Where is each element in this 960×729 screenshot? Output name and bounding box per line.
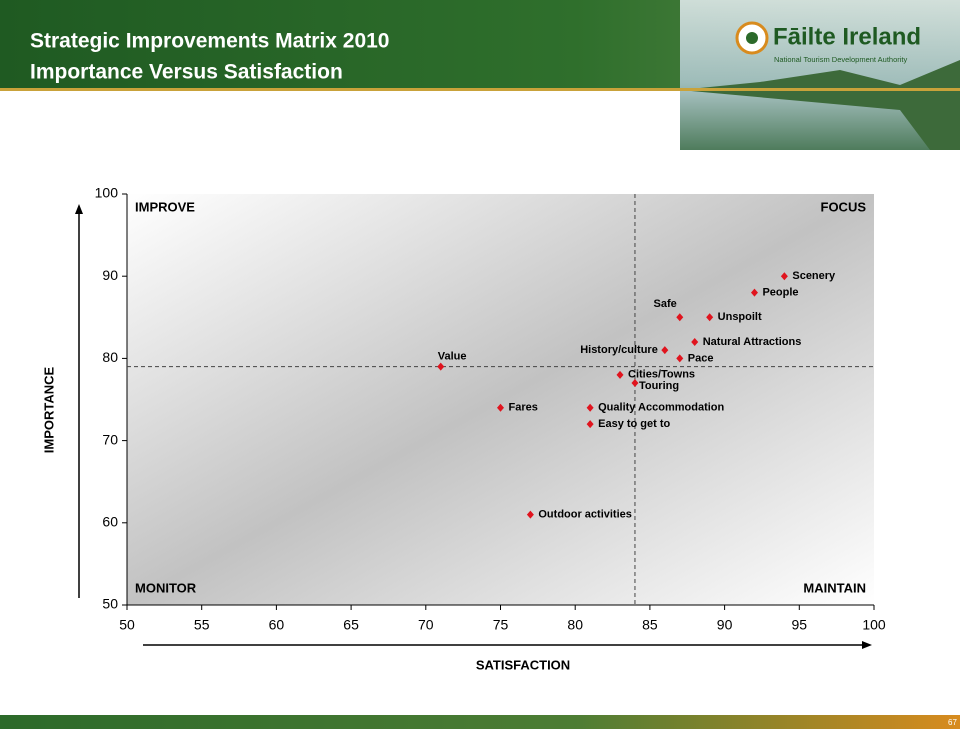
plot-background — [127, 194, 874, 605]
x-tick-label: 50 — [119, 617, 135, 633]
point-label: Outdoor activities — [538, 508, 632, 520]
y-axis-title: IMPORTANCE — [41, 366, 56, 453]
footer-band — [0, 715, 960, 729]
y-tick-label: 60 — [102, 514, 118, 530]
point-label: Pace — [688, 352, 714, 364]
quadrant-label: MONITOR — [135, 580, 197, 595]
x-tick-label: 95 — [792, 617, 808, 633]
x-tick-label: 55 — [194, 617, 210, 633]
point-label: Fares — [509, 402, 538, 414]
x-tick-label: 100 — [862, 617, 886, 633]
x-tick-label: 85 — [642, 617, 658, 633]
slide: Strategic Improvements Matrix 2010 Impor… — [0, 0, 960, 729]
y-tick-label: 80 — [102, 349, 118, 365]
x-tick-label: 70 — [418, 617, 434, 633]
quadrant-label: FOCUS — [821, 199, 867, 214]
x-arrow-head — [862, 641, 872, 649]
point-label: Natural Attractions — [703, 336, 802, 348]
x-tick-label: 90 — [717, 617, 733, 633]
header-rule — [0, 88, 960, 91]
title-line: Strategic Improvements Matrix 2010 — [30, 30, 389, 53]
y-tick-label: 70 — [102, 431, 118, 447]
quadrant-label: IMPROVE — [135, 199, 195, 214]
logo-name: Fāilte Ireland — [773, 23, 921, 50]
point-label: History/culture — [580, 344, 658, 356]
y-tick-label: 100 — [95, 185, 119, 201]
point-label: Value — [438, 351, 467, 363]
point-label: People — [762, 287, 798, 299]
page-number: 67 — [948, 718, 957, 727]
title-line: Importance Versus Satisfaction — [30, 61, 343, 84]
y-tick-label: 50 — [102, 596, 118, 612]
point-label: Quality Accommodation — [598, 402, 724, 414]
y-tick-label: 90 — [102, 267, 118, 283]
logo-icon-center — [746, 32, 758, 44]
x-tick-label: 60 — [269, 617, 285, 633]
quadrant-label: MAINTAIN — [803, 580, 866, 595]
point-label: Easy to get to — [598, 418, 670, 430]
logo-tagline: National Tourism Development Authority — [774, 55, 908, 64]
point-label: Cities/Towns — [628, 369, 695, 381]
y-arrow-head — [75, 204, 83, 214]
point-label: Scenery — [792, 270, 836, 282]
point-label: Unspoilt — [718, 311, 762, 323]
x-axis-title: SATISFACTION — [476, 657, 570, 672]
x-tick-label: 65 — [343, 617, 359, 633]
point-label: Touring — [639, 380, 679, 392]
point-label: Safe — [654, 298, 677, 310]
x-tick-label: 80 — [567, 617, 583, 633]
x-tick-label: 75 — [493, 617, 509, 633]
